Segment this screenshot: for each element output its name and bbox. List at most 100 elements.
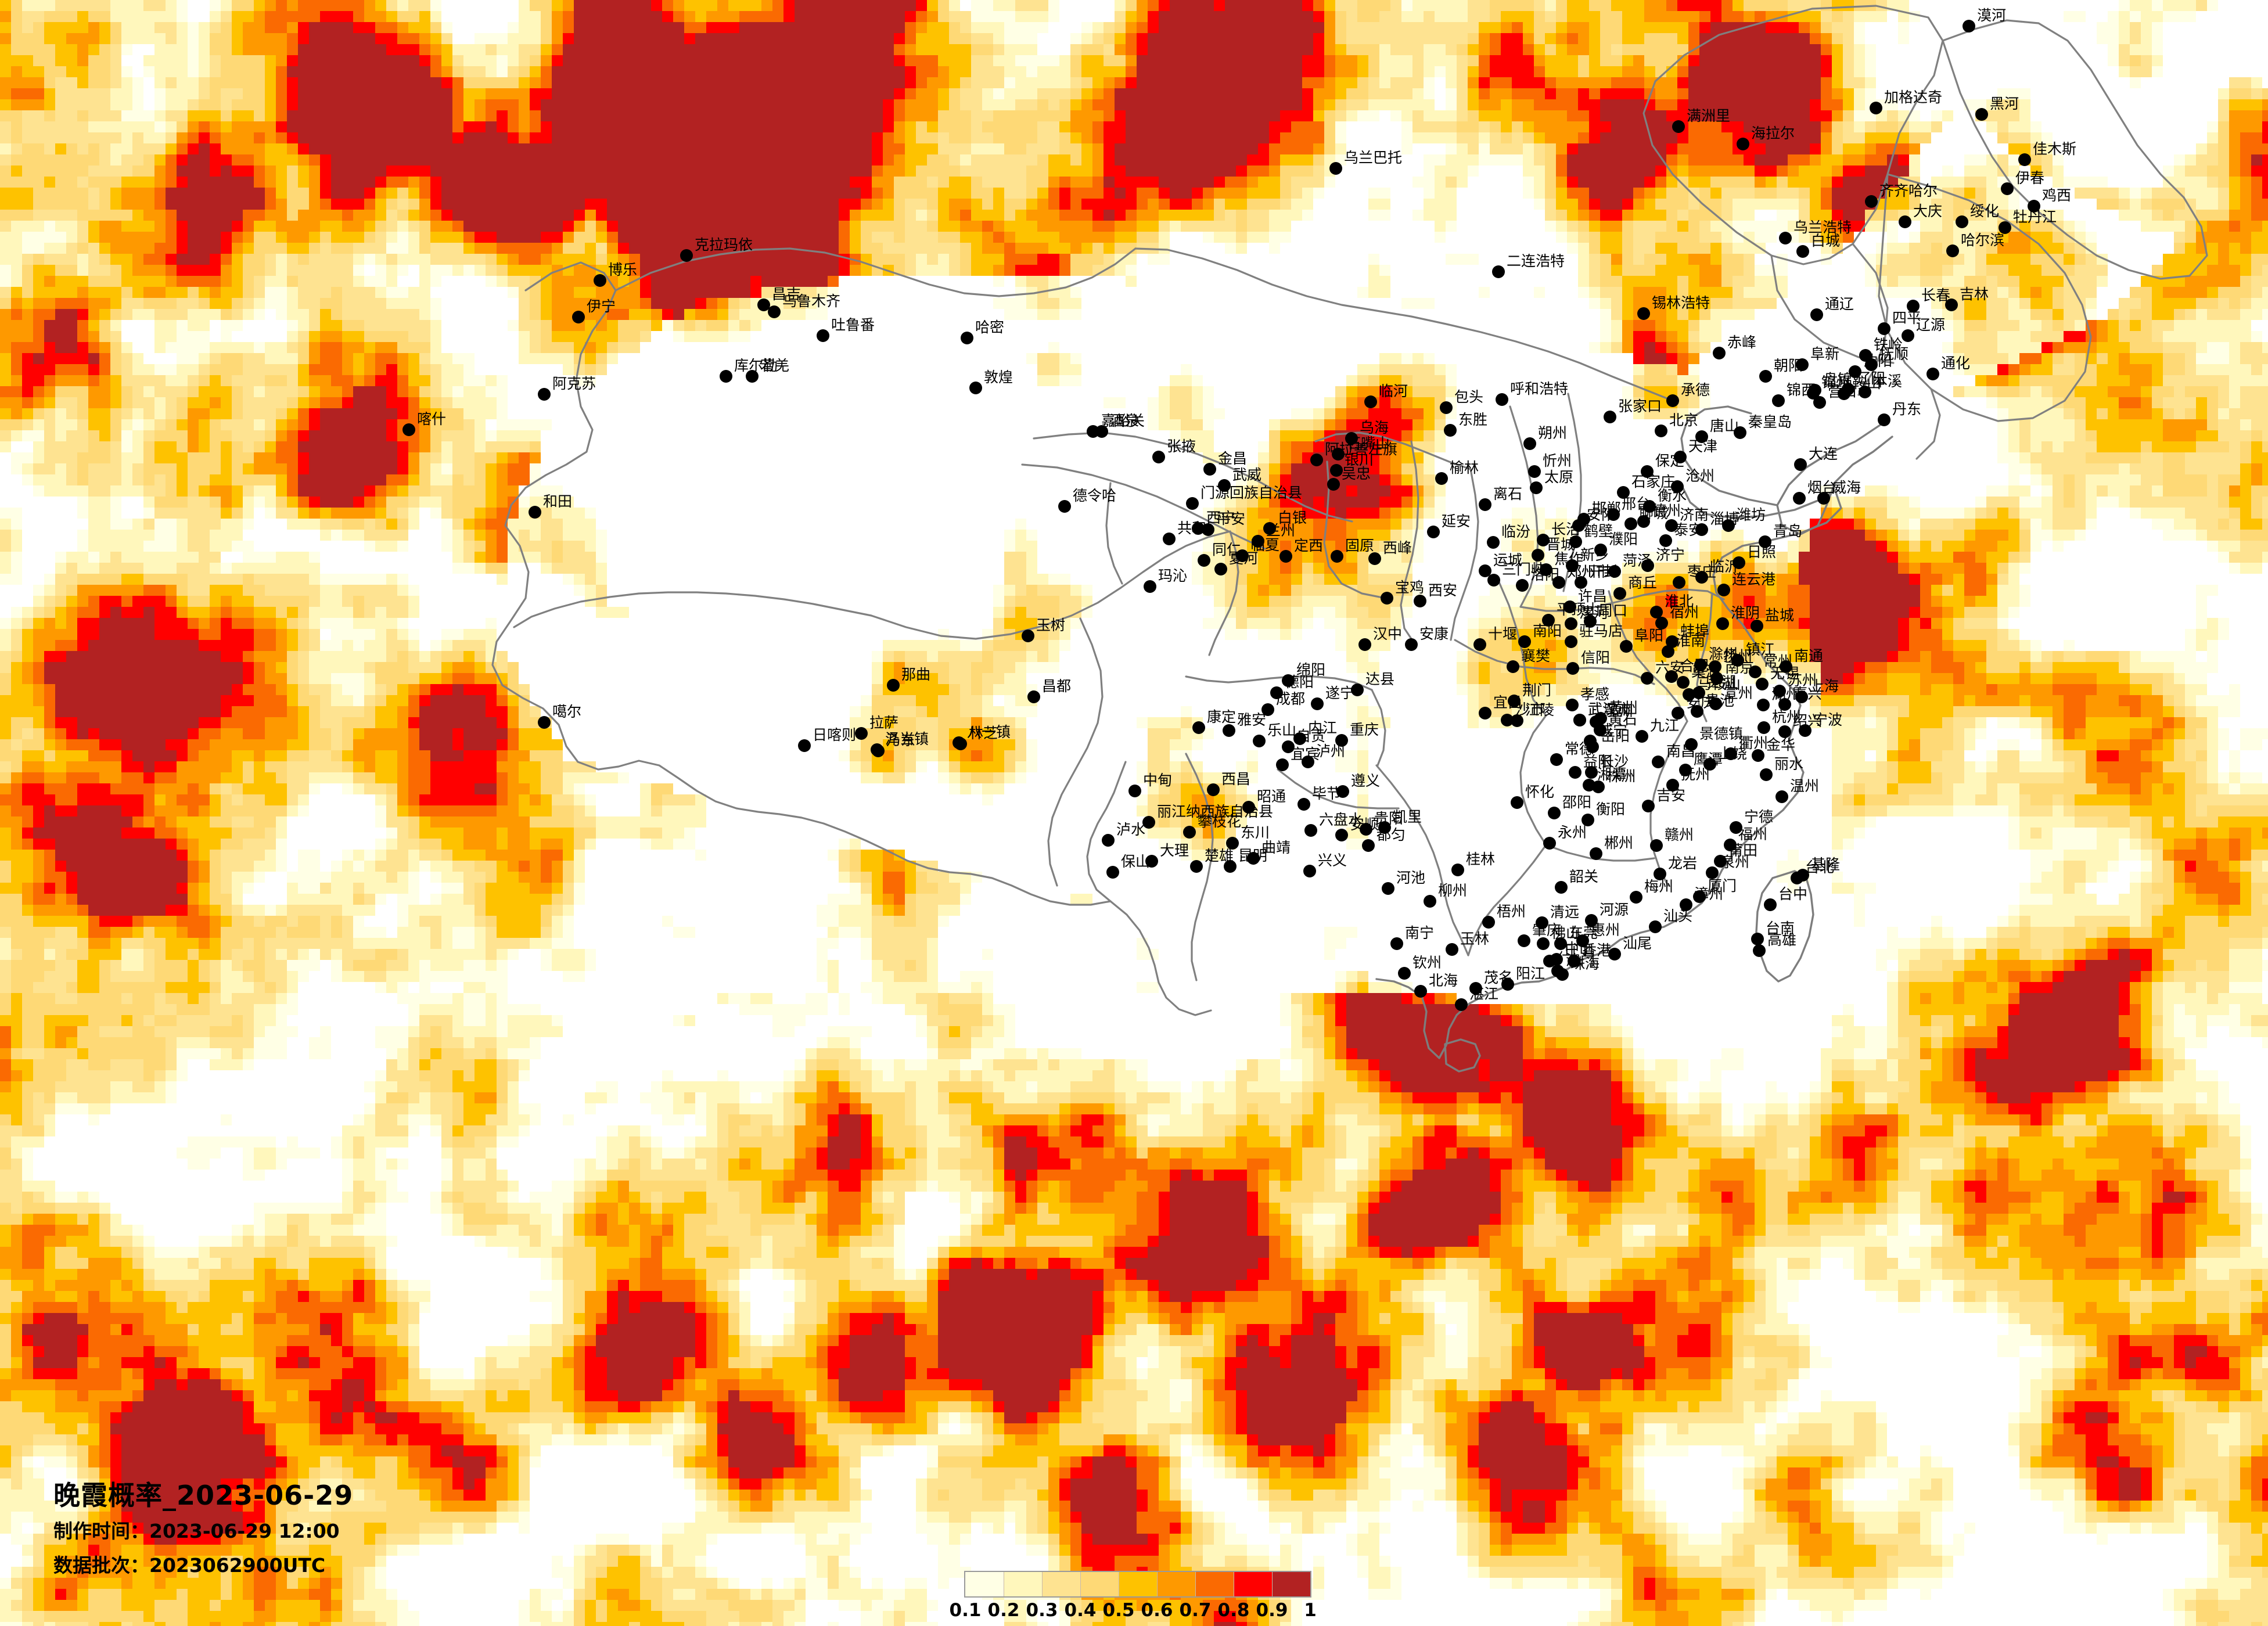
city-dot-icon	[1999, 221, 2011, 234]
city-label: 金昌	[1218, 450, 1248, 467]
city-dot-icon	[1963, 20, 1975, 33]
city-dot-icon	[1902, 329, 1914, 342]
city-dot-icon	[1796, 869, 1809, 882]
city-label: 重庆	[1350, 721, 1379, 738]
city-dot-icon	[1330, 464, 1343, 477]
city-label: 香港	[1582, 942, 1612, 959]
city-label: 乌兰巴托	[1344, 149, 1403, 166]
city-label: 连云港	[1732, 571, 1776, 588]
city-dot-icon	[1190, 860, 1203, 873]
city-label: 噶尔	[552, 703, 582, 720]
city-dot-icon	[1351, 684, 1364, 696]
city-label: 宣州	[1724, 685, 1753, 702]
city-label: 孝感	[1580, 686, 1610, 703]
city-label: 玛沁	[1158, 567, 1188, 584]
city-dot-icon	[1592, 780, 1605, 793]
city-dot-icon	[1487, 536, 1500, 549]
city-label: 乌兰浩特	[1793, 219, 1852, 236]
city-dot-icon	[1186, 497, 1199, 510]
border-path	[504, 261, 617, 527]
city-dot-icon	[1772, 394, 1785, 407]
city-dot-icon	[1680, 898, 1692, 911]
city-label: 固原	[1345, 537, 1375, 554]
city-dot-icon	[1753, 944, 1766, 957]
city-dot-icon	[1102, 834, 1115, 847]
city-label: 襄樊	[1521, 647, 1551, 664]
city-dot-icon	[1424, 895, 1436, 908]
city-dot-icon	[1183, 826, 1196, 839]
colorbar-strip	[964, 1571, 1311, 1598]
colorbar-legend: 0.1 0.2 0.3 0.4 0.5 0.6 0.7 0.8 0.9 1	[950, 1571, 1317, 1623]
city-label: 唐山	[1710, 418, 1739, 434]
border-path	[1371, 689, 1386, 767]
city-label: 北京	[1669, 412, 1699, 429]
city-label: 台南	[1766, 920, 1795, 937]
colorbar-tick: 0.5	[1102, 1600, 1135, 1621]
border-path	[1109, 900, 1212, 1016]
border-path	[1086, 761, 1127, 902]
city-dot-icon	[1665, 519, 1678, 532]
city-label: 台中	[1778, 886, 1808, 902]
city-dot-icon	[1709, 660, 1721, 673]
city-label: 临汾	[1501, 523, 1531, 540]
city-label: 承德	[1681, 382, 1710, 398]
city-dot-icon	[1703, 758, 1716, 771]
city-dot-icon	[1582, 814, 1594, 826]
city-dot-icon	[1859, 349, 1872, 362]
city-label: 日照	[1747, 544, 1777, 560]
city-dot-icon	[1364, 395, 1377, 408]
city-dot-icon	[1594, 544, 1607, 556]
city-dot-icon	[1594, 724, 1606, 736]
city-label: 抚顺	[1879, 346, 1909, 362]
city-label: 益阳	[1583, 753, 1613, 770]
city-label: 邵阳	[1562, 794, 1592, 811]
city-dot-icon	[1586, 740, 1599, 753]
border-path	[1375, 764, 1469, 956]
city-dot-icon	[1223, 724, 1235, 737]
city-dot-icon	[1643, 500, 1656, 513]
city-label: 钦州	[1412, 954, 1442, 971]
city-label: 赤峰	[1727, 334, 1757, 351]
city-dot-icon	[1809, 384, 1821, 397]
city-label: 齐齐哈尔	[1879, 182, 1938, 199]
city-dot-icon	[1398, 967, 1411, 980]
city-label: 威海	[1832, 479, 1861, 496]
city-label: 黄石	[1608, 711, 1638, 728]
city-dot-icon	[2028, 200, 2040, 213]
city-dot-icon	[1620, 640, 1633, 653]
city-label: 上饶	[1718, 745, 1748, 762]
city-dot-icon	[594, 274, 606, 287]
city-dot-icon	[757, 298, 770, 311]
city-dot-icon	[720, 370, 732, 383]
city-dot-icon	[1760, 768, 1773, 781]
city-label: 离石	[1493, 485, 1523, 502]
city-dot-icon	[1335, 829, 1348, 841]
city-dot-icon	[1192, 721, 1205, 734]
city-dot-icon	[1252, 535, 1264, 548]
city-dot-icon	[1878, 413, 1890, 426]
city-dot-icon	[1565, 617, 1577, 630]
colorbar-tick-labels: 0.1 0.2 0.3 0.4 0.5 0.6 0.7 0.8 0.9 1	[950, 1600, 1317, 1623]
city-dot-icon	[1360, 823, 1372, 836]
city-dot-icon	[1714, 855, 1727, 868]
coastline-path	[1776, 423, 1893, 535]
city-dot-icon	[1236, 549, 1249, 562]
city-dot-icon	[572, 311, 585, 323]
city-dot-icon	[1302, 756, 1314, 768]
city-dot-icon	[1329, 162, 1342, 175]
city-dot-icon	[1550, 953, 1563, 966]
city-dot-icon	[1163, 533, 1176, 545]
city-label: 雅安	[1237, 711, 1267, 728]
colorbar-tick: 0.3	[1026, 1600, 1058, 1621]
city-dot-icon	[1724, 747, 1737, 760]
city-dot-icon	[798, 739, 811, 752]
city-dot-icon	[1584, 615, 1597, 628]
city-label: 怀化	[1525, 783, 1555, 800]
city-label: 加格达奇	[1884, 89, 1943, 106]
city-dot-icon	[817, 329, 829, 342]
city-dot-icon	[1142, 816, 1155, 829]
city-dot-icon	[1469, 982, 1482, 995]
city-label: 上海	[1810, 678, 1839, 695]
taiwan-outline-path	[1755, 870, 1814, 983]
city-label: 盐城	[1765, 607, 1795, 624]
